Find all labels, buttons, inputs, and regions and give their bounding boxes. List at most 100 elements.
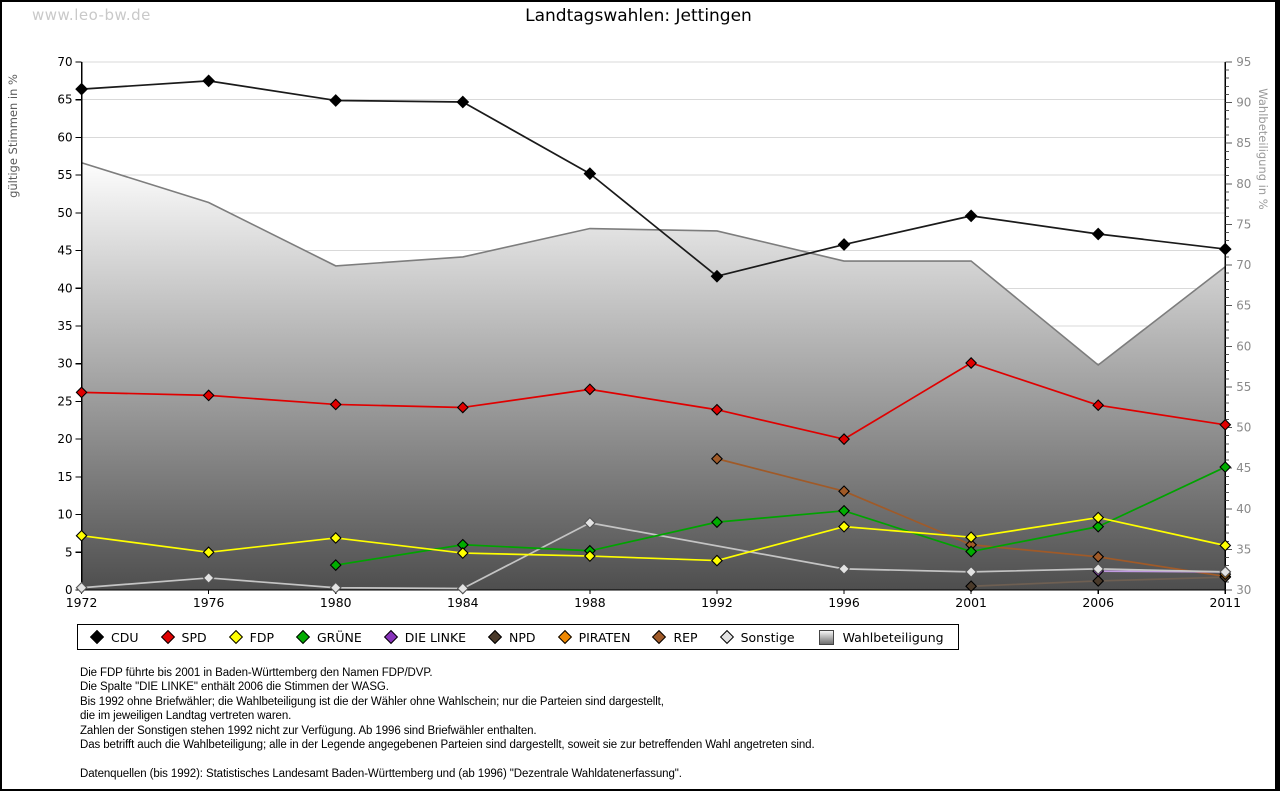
footnote-line: Zahlen der Sonstigen stehen 1992 nicht z…	[80, 724, 537, 737]
legend-item-wahlbeteiligung: Wahlbeteiligung	[818, 629, 944, 645]
marker-rep-1992	[711, 452, 723, 465]
left-axis-tick-label: 65	[57, 93, 72, 107]
x-axis-year-label: 2001	[955, 595, 987, 610]
footnote-line: Das betrifft auch die Wahlbeteiligung; a…	[80, 739, 815, 752]
marker-sonstige-2001	[965, 565, 978, 578]
marker-fdp-1972	[75, 529, 88, 542]
right-axis-tick-label: 40	[1236, 502, 1251, 516]
right-axis-tick-label: 75	[1236, 217, 1251, 231]
right-axis-tick-label: 80	[1236, 177, 1251, 191]
series-line-spd	[81, 362, 1226, 440]
right-axis-tick-label: 30	[1236, 583, 1251, 597]
legend-marker-spd	[160, 629, 175, 645]
marker-gr-ne-2001	[965, 545, 978, 558]
marker-spd-1996	[838, 433, 850, 446]
marker-fdp-1976	[202, 546, 215, 559]
legend-item-rep: REP	[652, 629, 698, 645]
legend-marker-sonstige	[719, 629, 734, 645]
legend-label-spd: SPD	[181, 629, 207, 645]
marker-sonstige-1984	[456, 582, 469, 595]
footnote-line: die im jeweiligen Landtag vertreten ware…	[80, 710, 292, 723]
marker-fdp-1984	[456, 547, 469, 560]
left-axis-tick-label: 20	[57, 432, 72, 446]
right-axis-tick-label: 90	[1236, 96, 1251, 110]
marker-fdp-2001	[965, 531, 978, 544]
marker-cdu-1972	[75, 82, 88, 96]
series-line-fdp	[81, 516, 1226, 562]
legend-item-die-linke: DIE LINKE	[383, 629, 466, 645]
x-axis-year-label: 1984	[447, 595, 479, 610]
election-chart-svg: 0 5 10 15 20 25 30 35 40 45 50 55 60 65 70 30 35 40 45 50 55…	[6, 55, 1270, 610]
left-axis-tick-label: 15	[57, 470, 72, 484]
marker-gr-ne-1980	[329, 559, 342, 572]
footnote-line: Die FDP führte bis 2001 in Baden-Württem…	[80, 667, 433, 679]
right-axis-tick-label: 60	[1236, 339, 1251, 353]
right-axis-title: Wahlbeteiligung in %	[1256, 88, 1270, 210]
marker-fdp-1996	[838, 520, 850, 533]
legend-item-gr-ne: GRÜNE	[295, 629, 362, 645]
marker-spd-2006	[1092, 399, 1105, 412]
legend-label-piraten: PIRATEN	[578, 629, 631, 645]
left-axis-tick-label: 25	[57, 394, 72, 408]
x-axis-year-label: 2011	[1209, 595, 1241, 610]
chart-legend: CDU SPD FDP GRÜNE DIE LINKE NPD PIRATEN REP Sons…	[77, 624, 959, 650]
marker-fdp-1992	[711, 554, 723, 567]
legend-item-piraten: PIRATEN	[557, 629, 631, 645]
marker-sonstige-1972	[75, 581, 88, 594]
series-line-cdu	[81, 80, 1226, 278]
left-axis-tick-label: 35	[57, 319, 72, 333]
marker-gr-ne-2006	[1092, 520, 1105, 533]
area-wahlbeteiligung-border	[81, 161, 1226, 367]
x-axis-year-label: 1976	[193, 595, 225, 610]
legend-item-cdu: CDU	[89, 629, 139, 645]
marker-spd-1976	[202, 389, 215, 402]
marker-spd-1992	[711, 403, 723, 416]
right-axis-tick-label: 95	[1236, 55, 1251, 69]
left-axis-tick-label: 10	[57, 508, 72, 522]
marker-cdu-1984	[456, 95, 470, 109]
legend-label-rep: REP	[673, 629, 698, 645]
left-axis-title: gültige Stimmen in %	[6, 74, 20, 198]
x-axis-year-label: 1988	[574, 595, 606, 610]
marker-fdp-1988	[583, 550, 596, 563]
legend-item-sonstige: Sonstige	[719, 629, 795, 645]
marker-rep-2006	[1092, 550, 1105, 563]
left-axis-tick-label: 55	[57, 168, 72, 182]
marker-sonstige-2011	[1219, 565, 1232, 578]
legend-label-sonstige: Sonstige	[740, 629, 795, 645]
marker-spd-1972	[75, 386, 88, 399]
legend-label-npd: NPD	[509, 629, 536, 645]
x-axis-year-label: 1992	[701, 595, 733, 610]
series-line-gr-ne	[335, 466, 1226, 566]
marker-gr-ne-1992	[711, 516, 723, 529]
legend-marker-piraten	[557, 629, 572, 645]
marker-gr-ne-2011	[1219, 461, 1232, 474]
marker-spd-1988	[583, 383, 596, 396]
watermark: www.leo-bw.de	[32, 6, 151, 24]
legend-marker-cdu	[89, 629, 105, 645]
marker-cdu-1976	[202, 74, 215, 88]
legend-item-fdp: FDP	[228, 630, 274, 645]
marker-spd-1980	[329, 398, 342, 411]
marker-cdu-2011	[1218, 242, 1232, 256]
footnotes: Die FDP führte bis 2001 in Baden-Württem…	[80, 666, 815, 781]
marker-spd-2011	[1219, 418, 1232, 431]
marker-sonstige-1988	[583, 516, 596, 529]
legend-swatch-wahlbeteiligung	[818, 629, 834, 645]
marker-npd-2001	[965, 580, 978, 593]
left-axis-tick-label: 70	[57, 55, 72, 69]
legend-label-gr-ne: GRÜNE	[316, 629, 362, 645]
marker-sonstige-1976	[202, 571, 215, 584]
marker-cdu-2006	[1091, 227, 1105, 241]
right-axis-tick-label: 50	[1236, 421, 1251, 435]
marker-sonstige-1996	[838, 562, 850, 575]
legend-item-spd: SPD	[160, 629, 207, 645]
right-axis-tick-label: 55	[1236, 380, 1251, 394]
x-axis-year-label: 1972	[66, 595, 98, 610]
left-axis-tick-label: 0	[65, 583, 73, 597]
legend-marker-npd	[487, 629, 503, 645]
legend-marker-die-linke	[383, 629, 398, 645]
marker-cdu-1988	[583, 167, 597, 181]
left-axis-tick-label: 30	[57, 357, 72, 371]
